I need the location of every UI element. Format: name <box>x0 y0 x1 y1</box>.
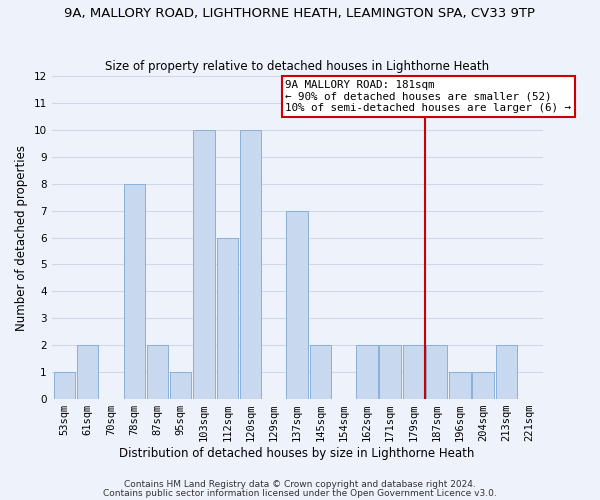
Bar <box>449 372 470 399</box>
Bar <box>54 372 75 399</box>
Bar <box>379 345 401 399</box>
Text: 9A MALLORY ROAD: 181sqm
← 90% of detached houses are smaller (52)
10% of semi-de: 9A MALLORY ROAD: 181sqm ← 90% of detache… <box>286 80 571 113</box>
Bar <box>496 345 517 399</box>
Bar <box>472 372 494 399</box>
Text: 9A, MALLORY ROAD, LIGHTHORNE HEATH, LEAMINGTON SPA, CV33 9TP: 9A, MALLORY ROAD, LIGHTHORNE HEATH, LEAM… <box>65 8 536 20</box>
Bar <box>170 372 191 399</box>
X-axis label: Distribution of detached houses by size in Lighthorne Heath: Distribution of detached houses by size … <box>119 447 475 460</box>
Bar <box>426 345 448 399</box>
Bar <box>193 130 215 399</box>
Bar <box>124 184 145 399</box>
Title: Size of property relative to detached houses in Lighthorne Heath: Size of property relative to detached ho… <box>105 60 489 74</box>
Bar <box>147 345 168 399</box>
Bar <box>356 345 377 399</box>
Bar <box>77 345 98 399</box>
Bar <box>240 130 261 399</box>
Bar <box>403 345 424 399</box>
Bar <box>217 238 238 399</box>
Y-axis label: Number of detached properties: Number of detached properties <box>15 144 28 330</box>
Text: Contains public sector information licensed under the Open Government Licence v3: Contains public sector information licen… <box>103 488 497 498</box>
Bar <box>310 345 331 399</box>
Text: Contains HM Land Registry data © Crown copyright and database right 2024.: Contains HM Land Registry data © Crown c… <box>124 480 476 489</box>
Bar <box>286 210 308 399</box>
